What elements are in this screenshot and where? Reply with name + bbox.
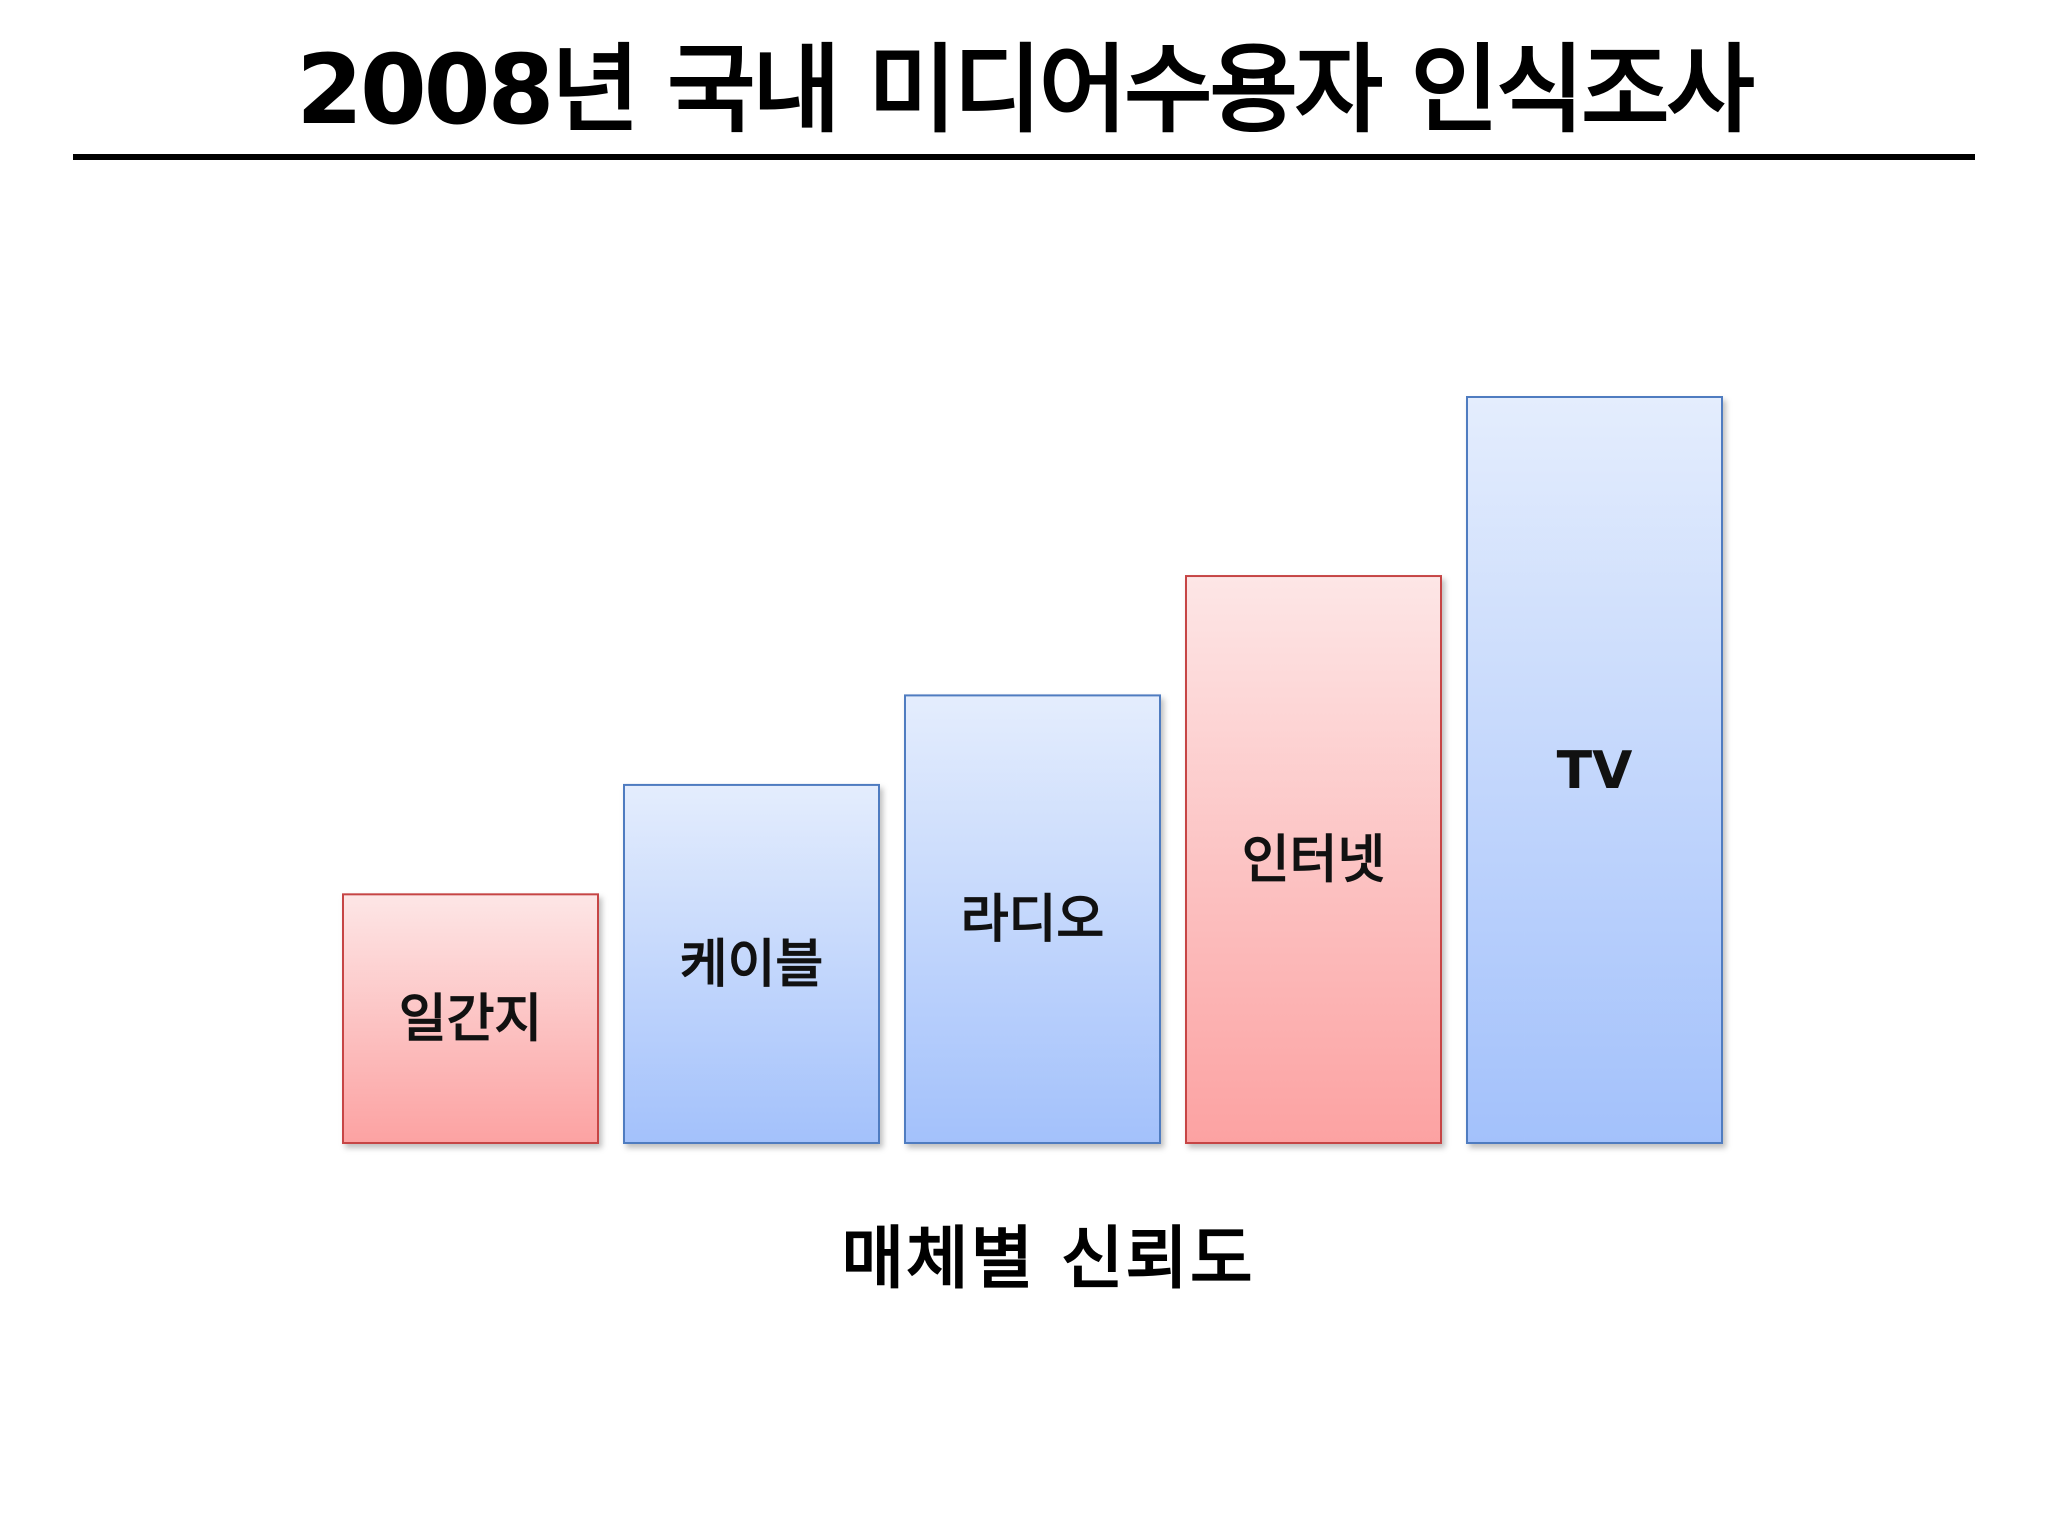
title-divider (73, 154, 1975, 160)
bar-3 (904, 694, 1161, 1145)
bar-4 (1185, 575, 1442, 1144)
x-axis-label: 매체별 신뢰도 (841, 1220, 1255, 1299)
bar-label-2: 케이블 (680, 935, 824, 995)
slide-title: 2008년 국내 미디어수용자 인식조사 (296, 34, 1755, 146)
bar-label-3: 라디오 (961, 890, 1105, 950)
bar-label-5: TV (1557, 741, 1633, 801)
bar-labels-layer: 일간지 케이블 라디오 인터넷 TV (399, 741, 1633, 1050)
bar-5 (1466, 396, 1723, 1144)
bar-1 (342, 893, 599, 1144)
bar-label-1: 일간지 (399, 990, 543, 1050)
bar-2 (623, 783, 880, 1144)
bars-layer (342, 396, 1723, 1145)
bar-label-4: 인터넷 (1242, 831, 1386, 891)
